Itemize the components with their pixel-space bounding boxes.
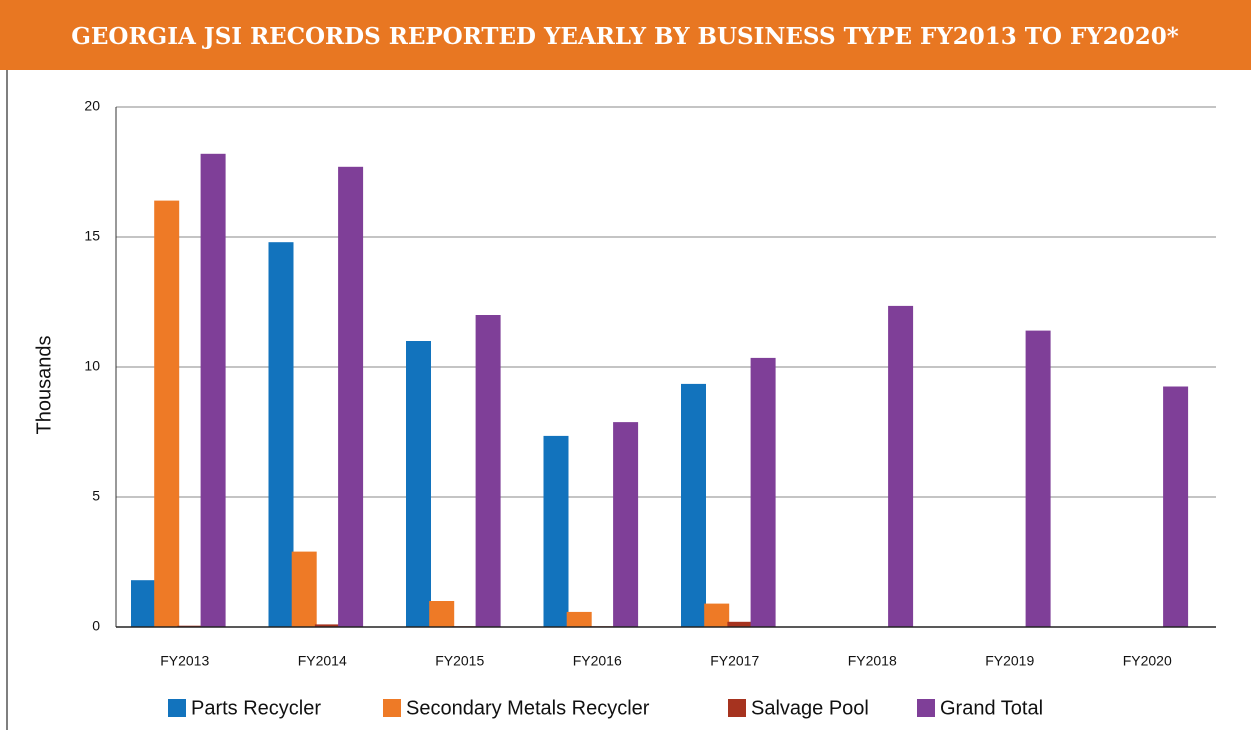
legend-swatch	[728, 699, 746, 717]
x-tick-label: FY2014	[298, 653, 347, 669]
bar	[543, 435, 569, 627]
legend-label: Salvage Pool	[751, 697, 869, 719]
title-banner	[0, 0, 1251, 70]
bar	[200, 153, 226, 628]
y-tick-label: 10	[84, 358, 100, 374]
bar	[727, 621, 753, 627]
legend-label: Grand Total	[940, 697, 1043, 719]
x-tick-label: FY2020	[1123, 653, 1172, 669]
legend-swatch	[383, 699, 401, 717]
legend-label: Secondary Metals Recycler	[406, 697, 650, 719]
x-tick-label: FY2017	[710, 653, 759, 669]
x-tick-label: FY2019	[985, 653, 1034, 669]
bar	[314, 624, 340, 627]
bar	[704, 603, 730, 627]
y-tick-label: 5	[92, 488, 100, 504]
x-tick-label: FY2015	[435, 653, 484, 669]
bar	[566, 611, 592, 627]
bar	[613, 422, 639, 627]
y-tick-label: 0	[92, 618, 100, 634]
bar	[681, 383, 706, 627]
bar	[429, 601, 455, 627]
y-tick-label: 15	[84, 228, 100, 244]
bar	[291, 551, 317, 627]
bar	[406, 341, 431, 627]
bar	[475, 315, 501, 627]
legend-label: Parts Recycler	[191, 697, 321, 719]
x-tick-label: FY2013	[160, 653, 209, 669]
bar	[338, 166, 364, 628]
legend-swatch	[917, 699, 935, 717]
bar	[1163, 386, 1189, 627]
chart-title: GEORGIA JSI RECORDS REPORTED YEARLY BY B…	[71, 23, 1179, 50]
x-tick-label: FY2016	[573, 653, 622, 669]
bar	[888, 305, 914, 627]
legend-swatch	[168, 699, 186, 717]
x-tick-label: FY2018	[848, 653, 897, 669]
y-axis-label: Thousands	[33, 336, 55, 435]
y-tick-label: 20	[84, 98, 100, 114]
bar	[154, 200, 180, 627]
bar	[268, 242, 294, 627]
bar	[1025, 330, 1051, 627]
bar	[131, 580, 156, 627]
bar	[750, 357, 776, 627]
